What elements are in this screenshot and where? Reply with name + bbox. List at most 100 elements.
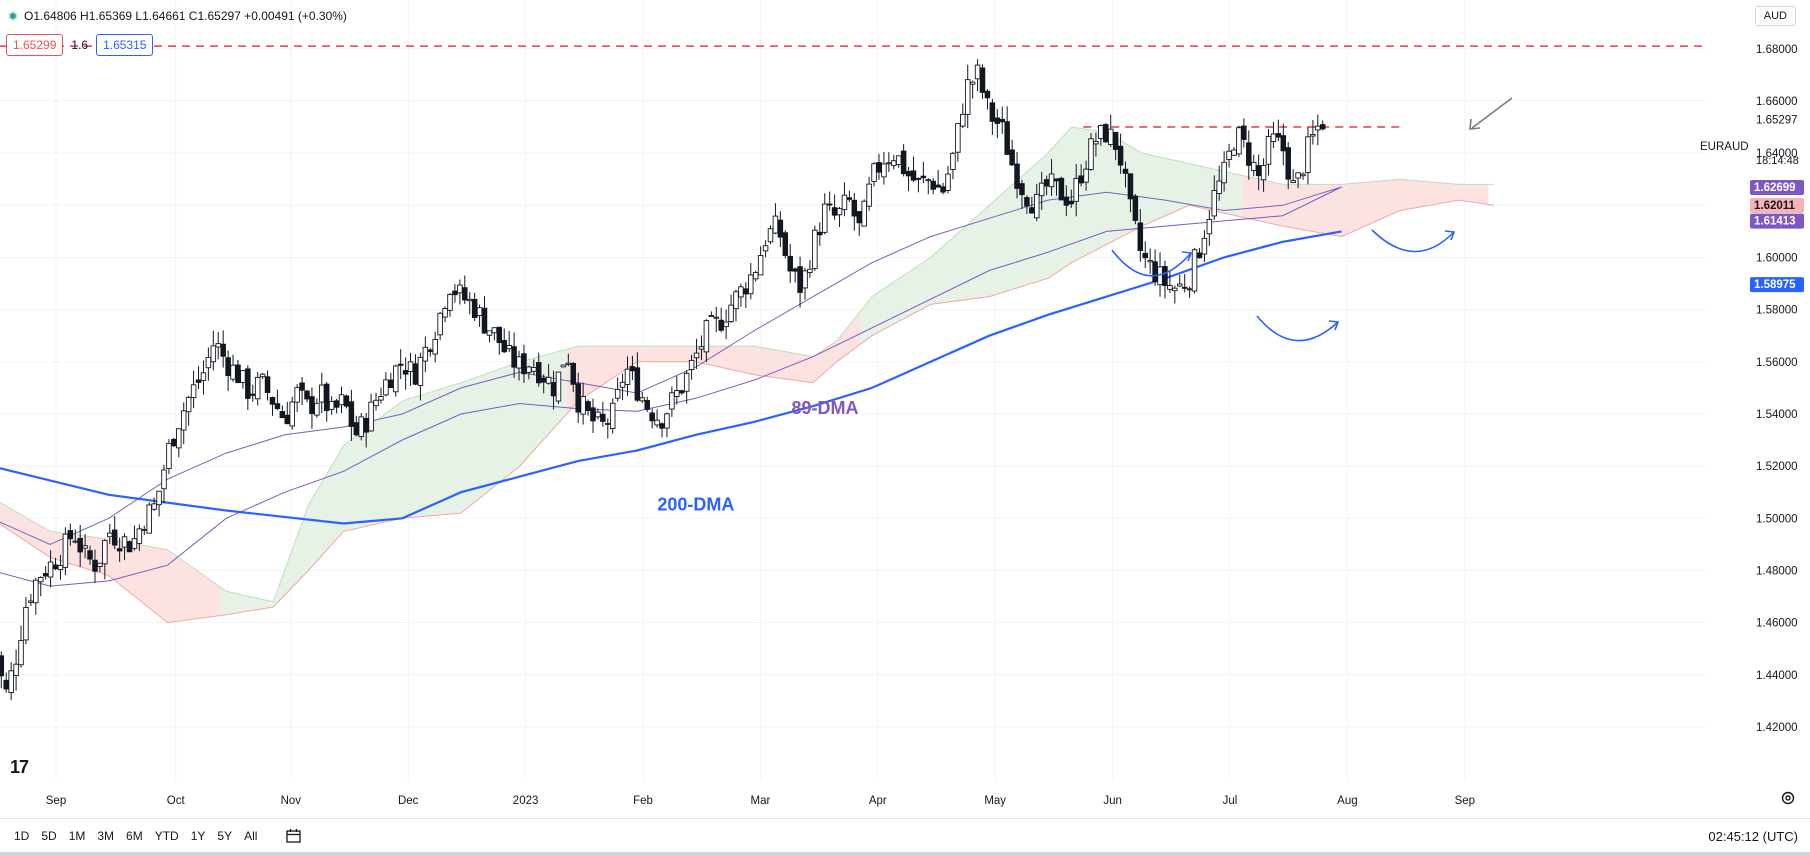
- candle-body: [654, 419, 660, 426]
- range-button-5y[interactable]: 5Y: [217, 829, 233, 843]
- buy-price-button[interactable]: 1.65315: [96, 34, 154, 56]
- candle-body: [565, 362, 572, 365]
- candle-body: [1211, 190, 1218, 217]
- price-tag-label: 1.58975: [1754, 279, 1796, 291]
- candle-body: [861, 200, 867, 227]
- ichimoku-cloud: [1241, 175, 1489, 237]
- gear-icon[interactable]: [1780, 790, 1796, 806]
- candle-body: [945, 173, 951, 191]
- currency-selector[interactable]: AUD: [1754, 6, 1796, 26]
- calendar-icon[interactable]: [285, 827, 303, 845]
- candle-body: [1063, 196, 1070, 206]
- ichimoku-cloud: [860, 127, 1242, 345]
- candle-body: [723, 321, 729, 328]
- pattern-arrow-1: [1111, 249, 1192, 277]
- candle-body: [141, 528, 148, 531]
- y-axis-tick-label: 1.54000: [1756, 409, 1798, 421]
- price-tag-label: 1.62011: [1754, 200, 1796, 212]
- candle-body: [116, 548, 123, 552]
- candle-body: [767, 228, 774, 243]
- price-tag-bg: [1750, 197, 1804, 213]
- x-axis-tick-label: Jun: [1103, 795, 1122, 807]
- candle-body: [910, 170, 917, 181]
- y-axis-tick-label: 1.68000: [1756, 44, 1798, 56]
- range-button-3m[interactable]: 3M: [97, 829, 115, 843]
- y-axis-tick-label: 1.66000: [1756, 96, 1798, 108]
- candle-body: [427, 349, 434, 352]
- x-axis-tick-label: Aug: [1337, 795, 1357, 807]
- candle-body: [348, 401, 355, 427]
- candle-body: [378, 396, 384, 401]
- range-button-1y[interactable]: 1Y: [190, 829, 206, 843]
- candle-body: [876, 162, 882, 173]
- candle-body: [797, 266, 803, 293]
- candle-body: [925, 179, 932, 182]
- candle-body: [1117, 145, 1124, 166]
- range-button-ytd[interactable]: YTD: [154, 829, 179, 843]
- candle-body: [812, 229, 818, 269]
- candle-body: [688, 359, 695, 370]
- range-button-1d[interactable]: 1D: [14, 829, 30, 843]
- candle-body: [836, 208, 843, 216]
- candle-body: [600, 413, 606, 422]
- candle-body: [1255, 165, 1262, 177]
- range-button-1m[interactable]: 1M: [68, 829, 86, 843]
- candle-body: [693, 352, 700, 359]
- candle-body: [560, 364, 567, 368]
- candle-body: [1147, 260, 1153, 263]
- candle-body: [664, 413, 670, 429]
- price-chart[interactable]: 89-DMA 200-DMA 1.42000 1.44000 1.46000 1.4800…: [0, 0, 1810, 818]
- range-button-6m[interactable]: 6M: [126, 829, 143, 843]
- candle-body: [777, 219, 784, 238]
- candle-body: [333, 400, 340, 408]
- candle-body: [151, 503, 157, 510]
- candle-body: [250, 393, 256, 396]
- candle-body: [1107, 128, 1114, 145]
- candle-body: [881, 163, 887, 178]
- candle-body: [23, 607, 29, 641]
- cloud-lower-edge: [0, 199, 1495, 624]
- candle-body: [496, 326, 503, 344]
- candle-body: [955, 123, 961, 153]
- y-axis-tick-label: 1.44000: [1756, 670, 1798, 682]
- x-axis-tick-label: Sep: [1455, 795, 1475, 807]
- candle-body: [225, 357, 231, 377]
- candle-body: [900, 150, 907, 175]
- candle-body: [62, 533, 69, 568]
- utc-clock[interactable]: 02:45:12 (UTC): [1708, 828, 1798, 844]
- candle-body: [13, 663, 19, 676]
- pattern-arrow-3-head: [1444, 230, 1456, 241]
- candle-body: [940, 186, 946, 193]
- market-status-icon: [8, 11, 18, 21]
- candle-body: [1275, 133, 1282, 138]
- candle-body: [1132, 195, 1139, 221]
- range-button-all[interactable]: All: [244, 829, 258, 843]
- candle-body: [614, 388, 621, 399]
- x-axis-tick-label: Sep: [46, 795, 66, 807]
- candle-body: [826, 203, 833, 206]
- x-axis-tick-label: Nov: [281, 795, 302, 807]
- candle-body: [535, 362, 542, 384]
- candle-body: [87, 550, 93, 560]
- candle-body: [1103, 124, 1109, 143]
- candle-body: [92, 559, 98, 572]
- range-button-5d[interactable]: 5D: [41, 829, 57, 843]
- candle-body: [42, 572, 49, 577]
- ohlc-values: O1.64806 H1.65369 L1.64661 C1.65297 +0.0…: [24, 9, 347, 23]
- candle-body: [1014, 163, 1020, 189]
- pointer-arrow-head: [1469, 118, 1481, 130]
- candle-body: [368, 401, 374, 432]
- candle-body: [1260, 165, 1267, 181]
- candle-body: [570, 362, 577, 385]
- sell-price-button[interactable]: 1.65299: [6, 34, 64, 56]
- y-axis-tick-label: 1.42000: [1756, 722, 1798, 734]
- candle-body: [674, 390, 680, 397]
- candle-body: [817, 231, 823, 236]
- candle-body: [831, 207, 838, 216]
- ichimoku-cloud: [220, 349, 567, 616]
- candle-body: [639, 397, 646, 402]
- x-axis-tick-label: Oct: [167, 795, 186, 807]
- candle-body: [447, 293, 453, 311]
- candle-body: [1231, 149, 1237, 156]
- candle-body: [1241, 125, 1247, 140]
